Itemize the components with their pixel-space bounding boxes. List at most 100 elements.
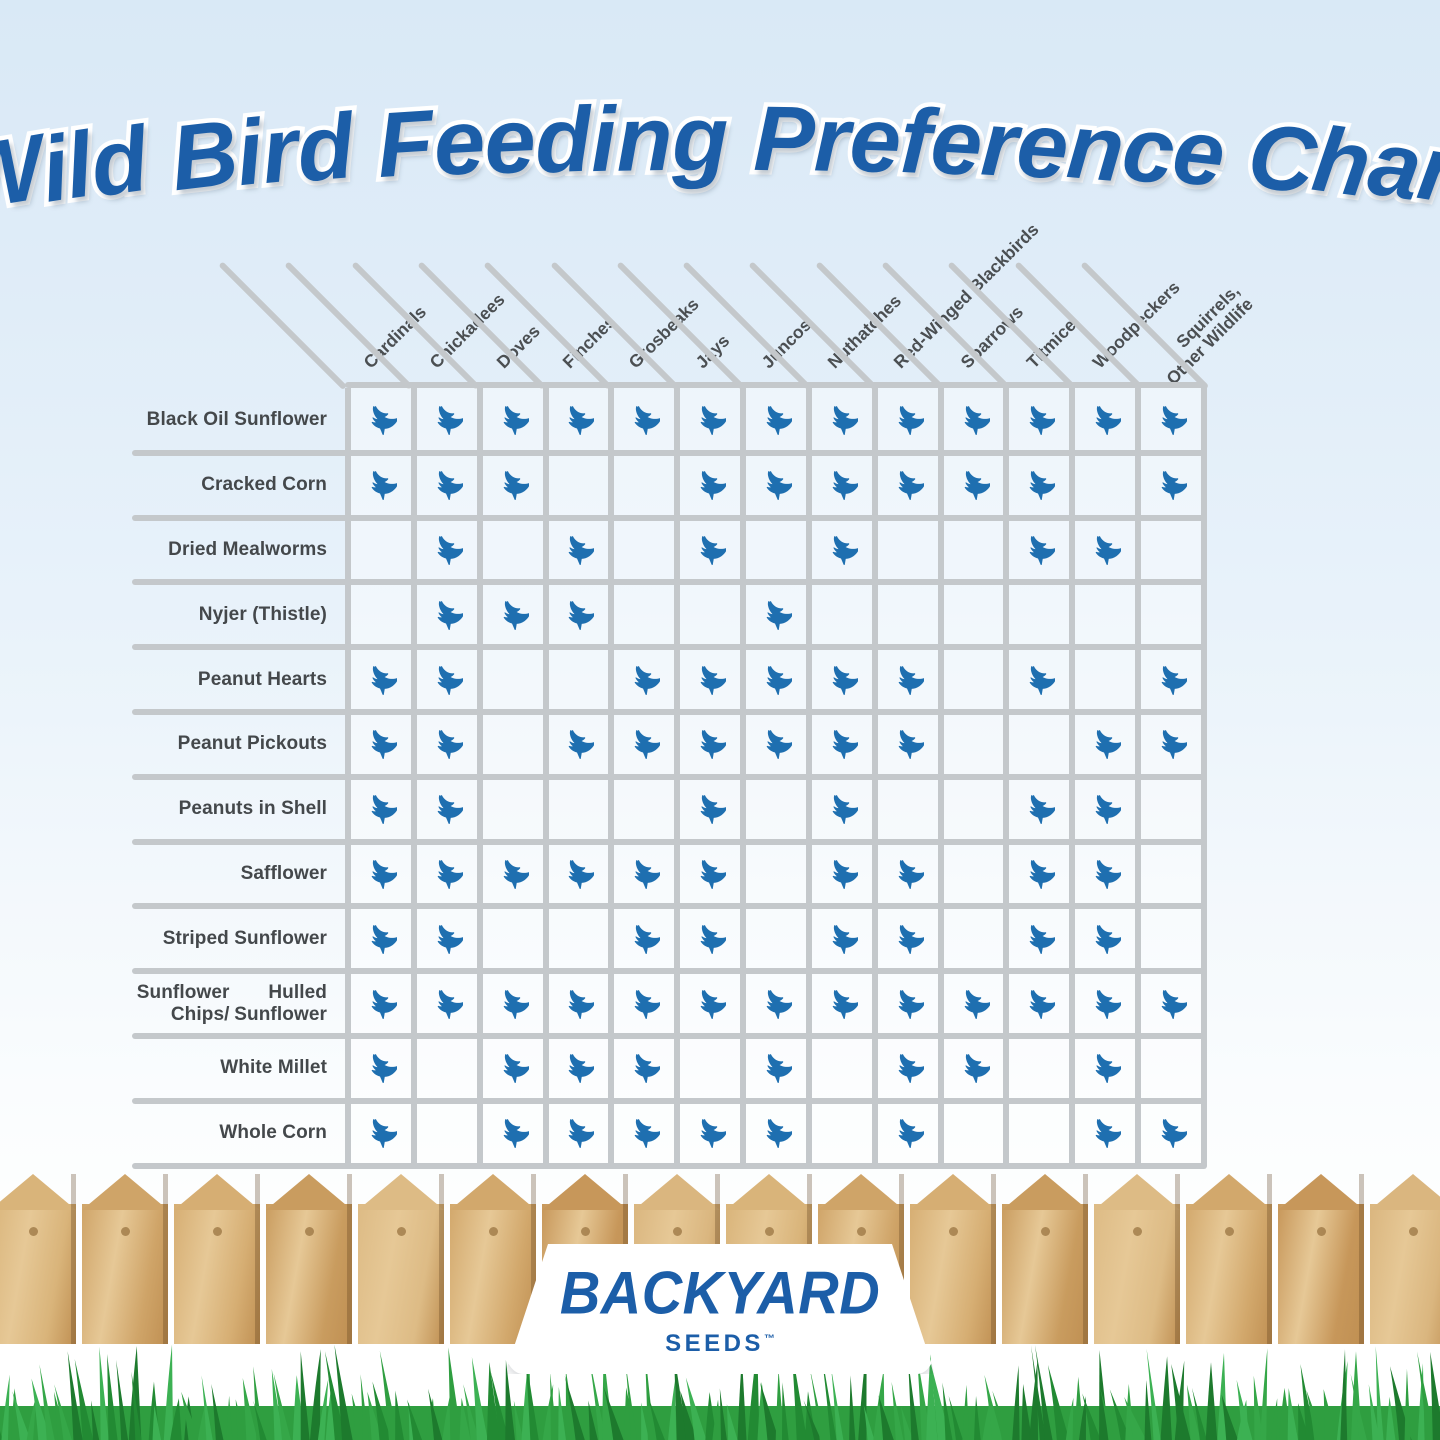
cell-marked[interactable] xyxy=(345,776,417,842)
cell-blank[interactable] xyxy=(811,582,878,648)
cell-blank[interactable] xyxy=(943,582,1010,648)
cell-marked[interactable] xyxy=(746,971,812,1036)
cell-marked[interactable] xyxy=(1141,1100,1207,1166)
cell-marked[interactable] xyxy=(416,841,483,907)
cell-marked[interactable] xyxy=(548,711,615,777)
cell-marked[interactable] xyxy=(1075,776,1142,842)
cell-blank[interactable] xyxy=(482,711,549,777)
cell-marked[interactable] xyxy=(1075,971,1142,1036)
cell-blank[interactable] xyxy=(680,582,747,648)
cell-marked[interactable] xyxy=(746,1035,812,1101)
cell-marked[interactable] xyxy=(548,388,615,453)
cell-blank[interactable] xyxy=(943,841,1010,907)
cell-blank[interactable] xyxy=(680,1035,747,1101)
cell-marked[interactable] xyxy=(877,841,944,907)
cell-blank[interactable] xyxy=(1075,582,1142,648)
cell-blank[interactable] xyxy=(345,582,417,648)
cell-marked[interactable] xyxy=(746,582,812,648)
cell-marked[interactable] xyxy=(1009,388,1076,453)
cell-marked[interactable] xyxy=(877,452,944,518)
cell-marked[interactable] xyxy=(1009,841,1076,907)
cell-marked[interactable] xyxy=(1141,388,1207,453)
cell-marked[interactable] xyxy=(746,388,812,453)
cell-marked[interactable] xyxy=(345,971,417,1036)
cell-marked[interactable] xyxy=(811,388,878,453)
cell-marked[interactable] xyxy=(1009,906,1076,972)
cell-marked[interactable] xyxy=(680,776,747,842)
cell-marked[interactable] xyxy=(482,582,549,648)
cell-blank[interactable] xyxy=(943,1100,1010,1166)
cell-marked[interactable] xyxy=(1141,647,1207,712)
cell-marked[interactable] xyxy=(548,582,615,648)
cell-marked[interactable] xyxy=(877,1100,944,1166)
cell-blank[interactable] xyxy=(482,517,549,583)
cell-marked[interactable] xyxy=(345,452,417,518)
cell-marked[interactable] xyxy=(1009,647,1076,712)
cell-marked[interactable] xyxy=(811,711,878,777)
cell-marked[interactable] xyxy=(877,388,944,453)
cell-blank[interactable] xyxy=(548,647,615,712)
cell-marked[interactable] xyxy=(877,971,944,1036)
cell-blank[interactable] xyxy=(746,906,812,972)
cell-blank[interactable] xyxy=(1009,711,1076,777)
cell-marked[interactable] xyxy=(548,971,615,1036)
cell-marked[interactable] xyxy=(614,647,681,712)
cell-blank[interactable] xyxy=(482,647,549,712)
cell-marked[interactable] xyxy=(746,452,812,518)
cell-marked[interactable] xyxy=(811,517,878,583)
cell-marked[interactable] xyxy=(614,1100,681,1166)
cell-marked[interactable] xyxy=(943,971,1010,1036)
cell-blank[interactable] xyxy=(614,517,681,583)
cell-marked[interactable] xyxy=(482,452,549,518)
cell-marked[interactable] xyxy=(680,517,747,583)
cell-marked[interactable] xyxy=(746,711,812,777)
cell-marked[interactable] xyxy=(746,647,812,712)
cell-marked[interactable] xyxy=(614,971,681,1036)
cell-marked[interactable] xyxy=(416,388,483,453)
cell-marked[interactable] xyxy=(746,1100,812,1166)
cell-blank[interactable] xyxy=(1141,582,1207,648)
cell-marked[interactable] xyxy=(1075,388,1142,453)
cell-marked[interactable] xyxy=(811,841,878,907)
cell-blank[interactable] xyxy=(943,711,1010,777)
cell-marked[interactable] xyxy=(614,1035,681,1101)
cell-marked[interactable] xyxy=(416,776,483,842)
cell-blank[interactable] xyxy=(416,1035,483,1101)
cell-blank[interactable] xyxy=(1075,452,1142,518)
cell-marked[interactable] xyxy=(1009,776,1076,842)
cell-blank[interactable] xyxy=(1009,1100,1076,1166)
cell-blank[interactable] xyxy=(746,517,812,583)
cell-marked[interactable] xyxy=(811,452,878,518)
cell-marked[interactable] xyxy=(877,906,944,972)
cell-marked[interactable] xyxy=(811,971,878,1036)
cell-marked[interactable] xyxy=(943,1035,1010,1101)
cell-blank[interactable] xyxy=(482,906,549,972)
cell-blank[interactable] xyxy=(1009,1035,1076,1101)
cell-marked[interactable] xyxy=(1075,517,1142,583)
cell-marked[interactable] xyxy=(1009,517,1076,583)
cell-blank[interactable] xyxy=(614,776,681,842)
cell-marked[interactable] xyxy=(345,1100,417,1166)
cell-marked[interactable] xyxy=(548,1035,615,1101)
cell-marked[interactable] xyxy=(680,388,747,453)
cell-marked[interactable] xyxy=(811,906,878,972)
cell-blank[interactable] xyxy=(1141,906,1207,972)
cell-marked[interactable] xyxy=(482,1100,549,1166)
cell-blank[interactable] xyxy=(1009,582,1076,648)
cell-marked[interactable] xyxy=(1009,452,1076,518)
cell-marked[interactable] xyxy=(943,452,1010,518)
cell-marked[interactable] xyxy=(877,1035,944,1101)
cell-marked[interactable] xyxy=(345,388,417,453)
cell-marked[interactable] xyxy=(482,971,549,1036)
cell-marked[interactable] xyxy=(680,906,747,972)
cell-marked[interactable] xyxy=(614,906,681,972)
cell-marked[interactable] xyxy=(548,1100,615,1166)
cell-blank[interactable] xyxy=(1141,1035,1207,1101)
cell-blank[interactable] xyxy=(877,517,944,583)
cell-marked[interactable] xyxy=(877,647,944,712)
cell-marked[interactable] xyxy=(1075,841,1142,907)
cell-marked[interactable] xyxy=(416,971,483,1036)
cell-blank[interactable] xyxy=(811,1035,878,1101)
cell-marked[interactable] xyxy=(1075,1100,1142,1166)
cell-marked[interactable] xyxy=(680,841,747,907)
